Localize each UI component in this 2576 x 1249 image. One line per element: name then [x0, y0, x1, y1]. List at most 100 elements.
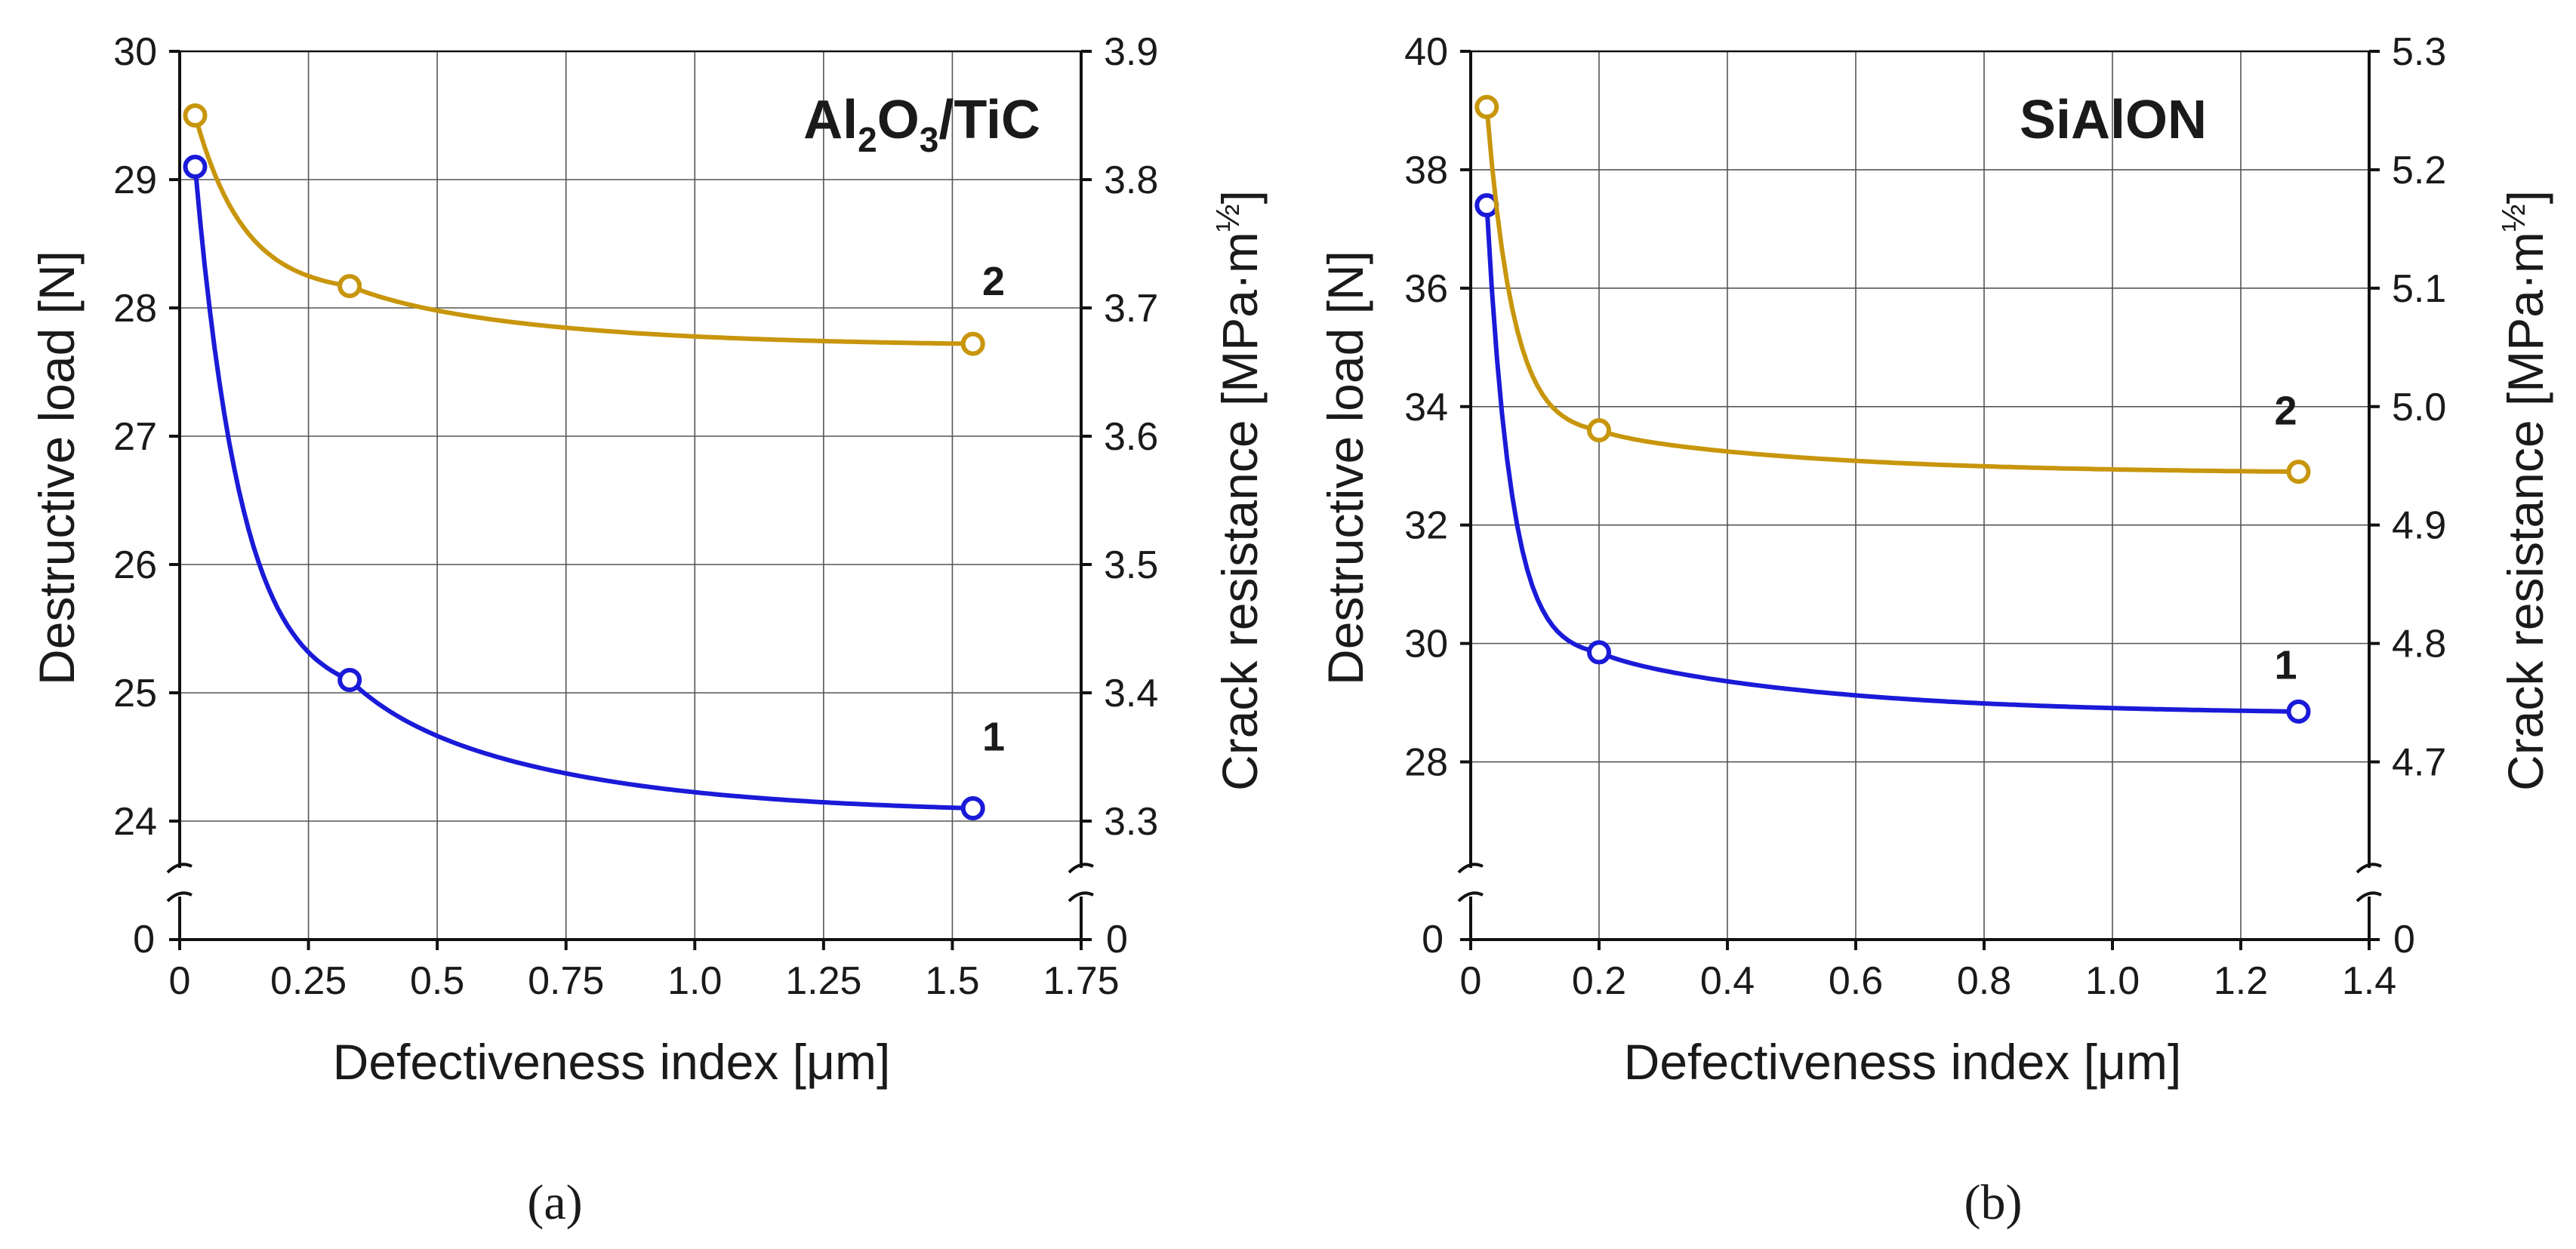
x-tick-label: 1.2 — [2214, 959, 2268, 1003]
panel-b-series: 12 — [1474, 94, 2311, 724]
panel-a-series: 12 — [183, 103, 1005, 820]
axis-break-mark — [166, 863, 193, 874]
series-1-point — [960, 796, 985, 820]
y-tick-label: 30 — [113, 30, 157, 74]
panel-a-label: (a) — [527, 1175, 582, 1230]
series-2-point — [1587, 418, 1611, 443]
panel-a-grid — [180, 51, 1081, 940]
series-2-line — [193, 115, 973, 346]
series-2-line — [1484, 106, 2299, 475]
panel-a-x-axis-label: Defectiveness index [μm] — [333, 1034, 891, 1090]
y-tick-label: 38 — [1404, 149, 1448, 192]
x-tick-label: 0.4 — [1700, 959, 1755, 1003]
panel-a-axes — [166, 50, 1094, 950]
y2-tick-label: 5.0 — [2392, 386, 2446, 429]
panel-b-axes — [1457, 50, 2382, 950]
panel-b: 0 0.2 0.4 0.6 0.8 1.0 1.2 1.4 28 30 32 34 36 38 40 4.… — [1317, 30, 2553, 1230]
x-tick-label: 0.75 — [528, 959, 604, 1003]
series-1-point — [183, 155, 208, 179]
series-2-point — [183, 103, 208, 128]
y2-tick-label: 4.7 — [2392, 741, 2446, 785]
axis-break-mark — [2356, 891, 2382, 903]
x-tick-label: 0 — [169, 959, 191, 1003]
y-tick-label: 32 — [1404, 504, 1448, 548]
y2-tick-label: 5.3 — [2392, 30, 2446, 74]
y-tick-label: 40 — [1404, 30, 1448, 74]
series-2-label: 2 — [2274, 388, 2297, 433]
y-tick-label: 24 — [113, 800, 157, 844]
y-tick-label: 28 — [1404, 741, 1448, 785]
panel-a-y-zero-label: 0 — [133, 918, 155, 961]
series-2-point — [960, 331, 985, 356]
axis-break-mark — [1457, 863, 1484, 874]
y-tick-label: 25 — [113, 672, 157, 715]
panel-b-y2-tick-labels: 4.7 4.8 4.9 5.0 5.1 5.2 5.3 — [2392, 30, 2446, 785]
panel-a-title: Al2O3/TiC — [803, 90, 1040, 159]
axis-break-mark — [1457, 891, 1484, 903]
panel-a-y-tick-labels: 24 25 26 27 28 29 30 — [113, 30, 157, 844]
axis-break-mark — [2356, 863, 2382, 874]
x-tick-label: 1.0 — [667, 959, 722, 1003]
series-2-point — [2286, 460, 2311, 485]
panel-a-x-tick-labels: 0 0.25 0.5 0.75 1.0 1.25 1.5 1.75 — [169, 959, 1120, 1003]
y2-tick-label: 5.2 — [2392, 149, 2446, 192]
series-1-label: 1 — [982, 715, 1005, 760]
y2-tick-label: 3.3 — [1104, 800, 1158, 844]
y2-tick-label: 4.9 — [2392, 504, 2446, 548]
panel-a: 0 0.25 0.5 0.75 1.0 1.25 1.5 1.75 24 25 26 27 28 29 3… — [29, 30, 1268, 1230]
x-tick-label: 0.2 — [1572, 959, 1626, 1003]
panel-b-x-axis-label: Defectiveness index [μm] — [1624, 1034, 2182, 1090]
y2-tick-label: 3.5 — [1104, 543, 1158, 587]
x-tick-label: 0.8 — [1957, 959, 2011, 1003]
x-tick-label: 1.4 — [2342, 959, 2396, 1003]
y-tick-label: 29 — [113, 158, 157, 202]
panel-a-y-axis-label: Destructive load [N] — [29, 251, 85, 685]
panel-b-y2-zero-label: 0 — [2393, 918, 2415, 961]
y-tick-label: 30 — [1404, 623, 1448, 666]
series-1-point — [1587, 640, 1611, 665]
y-tick-label: 27 — [113, 415, 157, 459]
series-1-point — [337, 668, 362, 692]
x-tick-label: 0.5 — [410, 959, 464, 1003]
panel-b-x-tick-labels: 0 0.2 0.4 0.6 0.8 1.0 1.2 1.4 — [1460, 959, 2397, 1003]
y2-tick-label: 3.9 — [1104, 30, 1158, 74]
y2-tick-label: 5.1 — [2392, 267, 2446, 311]
y2-tick-label: 3.8 — [1104, 158, 1158, 202]
x-tick-label: 1.75 — [1043, 959, 1119, 1003]
y-tick-label: 28 — [113, 287, 157, 331]
panel-b-grid — [1471, 51, 2369, 940]
panel-b-title: SiAlON — [2020, 90, 2207, 150]
y2-tick-label: 3.7 — [1104, 287, 1158, 331]
series-1-point — [2286, 699, 2311, 724]
panel-b-y2-axis-label: Crack resistance [MPa·m½] — [2495, 190, 2553, 791]
y-tick-label: 36 — [1404, 267, 1448, 311]
axis-break-mark — [1068, 863, 1094, 874]
series-1-line — [1484, 205, 2299, 714]
panel-b-y-tick-labels: 28 30 32 34 36 38 40 — [1404, 30, 1448, 785]
panel-b-y-zero-label: 0 — [1422, 918, 1444, 961]
series-1-label: 1 — [2274, 643, 2297, 688]
y2-tick-label: 4.8 — [2392, 623, 2446, 666]
x-tick-label: 0.25 — [270, 959, 347, 1003]
x-tick-label: 0.6 — [1829, 959, 1883, 1003]
panel-a-y2-zero-label: 0 — [1106, 918, 1128, 961]
axis-break-mark — [1068, 891, 1094, 903]
series-2-label: 2 — [982, 259, 1005, 304]
panel-b-label: (b) — [1964, 1175, 2023, 1230]
panel-a-y2-axis-label: Crack resistance [MPa·m½] — [1209, 190, 1268, 791]
y-tick-label: 26 — [113, 543, 157, 587]
x-tick-label: 0 — [1460, 959, 1482, 1003]
series-2-point — [1474, 94, 1499, 119]
axis-break-mark — [166, 891, 193, 903]
series-1-line — [193, 166, 973, 811]
y2-tick-label: 3.6 — [1104, 415, 1158, 459]
panel-b-y-axis-label: Destructive load [N] — [1317, 251, 1373, 685]
x-tick-label: 1.25 — [785, 959, 861, 1003]
y-tick-label: 34 — [1404, 386, 1448, 429]
x-tick-label: 1.5 — [925, 959, 979, 1003]
y2-tick-label: 3.4 — [1104, 672, 1158, 715]
panel-a-y2-tick-labels: 3.3 3.4 3.5 3.6 3.7 3.8 3.9 — [1104, 30, 1158, 844]
series-2-point — [337, 274, 362, 299]
x-tick-label: 1.0 — [2085, 959, 2140, 1003]
